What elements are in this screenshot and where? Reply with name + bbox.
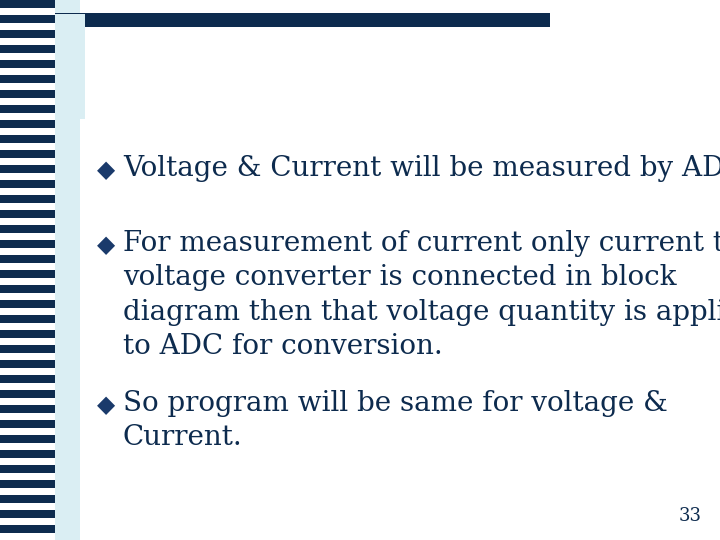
Bar bbox=[0, 75, 55, 83]
Text: Voltage & Current will be measured by ADC.: Voltage & Current will be measured by AD… bbox=[123, 155, 720, 182]
Bar bbox=[0, 255, 55, 262]
Bar bbox=[0, 135, 55, 143]
Bar bbox=[0, 240, 55, 247]
Bar bbox=[0, 360, 55, 368]
Bar bbox=[0, 105, 55, 112]
Bar bbox=[0, 300, 55, 307]
Bar bbox=[0, 270, 55, 278]
Bar bbox=[55, 13, 550, 27]
Text: ◆: ◆ bbox=[97, 159, 115, 182]
Bar bbox=[0, 420, 55, 428]
Bar bbox=[0, 480, 55, 488]
Bar bbox=[0, 390, 55, 397]
Bar bbox=[0, 330, 55, 338]
Bar bbox=[0, 345, 55, 353]
Bar bbox=[0, 180, 55, 187]
Bar bbox=[55, 14, 85, 119]
Bar bbox=[0, 465, 55, 472]
Bar bbox=[55, 0, 80, 540]
Bar bbox=[0, 450, 55, 457]
Bar bbox=[0, 510, 55, 517]
Text: For measurement of current only current to
voltage converter is connected in blo: For measurement of current only current … bbox=[123, 230, 720, 360]
Bar bbox=[0, 495, 55, 503]
Text: 33: 33 bbox=[679, 507, 702, 525]
Bar bbox=[0, 30, 55, 37]
Bar bbox=[0, 315, 55, 322]
Bar bbox=[0, 165, 55, 172]
Bar bbox=[0, 0, 55, 8]
Bar bbox=[0, 120, 55, 127]
Text: ◆: ◆ bbox=[97, 234, 115, 257]
Text: ◆: ◆ bbox=[97, 394, 115, 417]
Bar bbox=[0, 60, 55, 68]
Bar bbox=[0, 225, 55, 233]
Bar bbox=[0, 405, 55, 413]
Bar bbox=[0, 210, 55, 218]
Bar bbox=[0, 435, 55, 442]
Bar bbox=[0, 90, 55, 98]
Bar bbox=[0, 195, 55, 202]
Bar bbox=[0, 150, 55, 158]
Bar bbox=[0, 525, 55, 532]
Bar bbox=[0, 15, 55, 23]
Text: So program will be same for voltage &
Current.: So program will be same for voltage & Cu… bbox=[123, 390, 668, 451]
Bar bbox=[0, 285, 55, 293]
Bar bbox=[0, 45, 55, 52]
Bar bbox=[0, 375, 55, 382]
